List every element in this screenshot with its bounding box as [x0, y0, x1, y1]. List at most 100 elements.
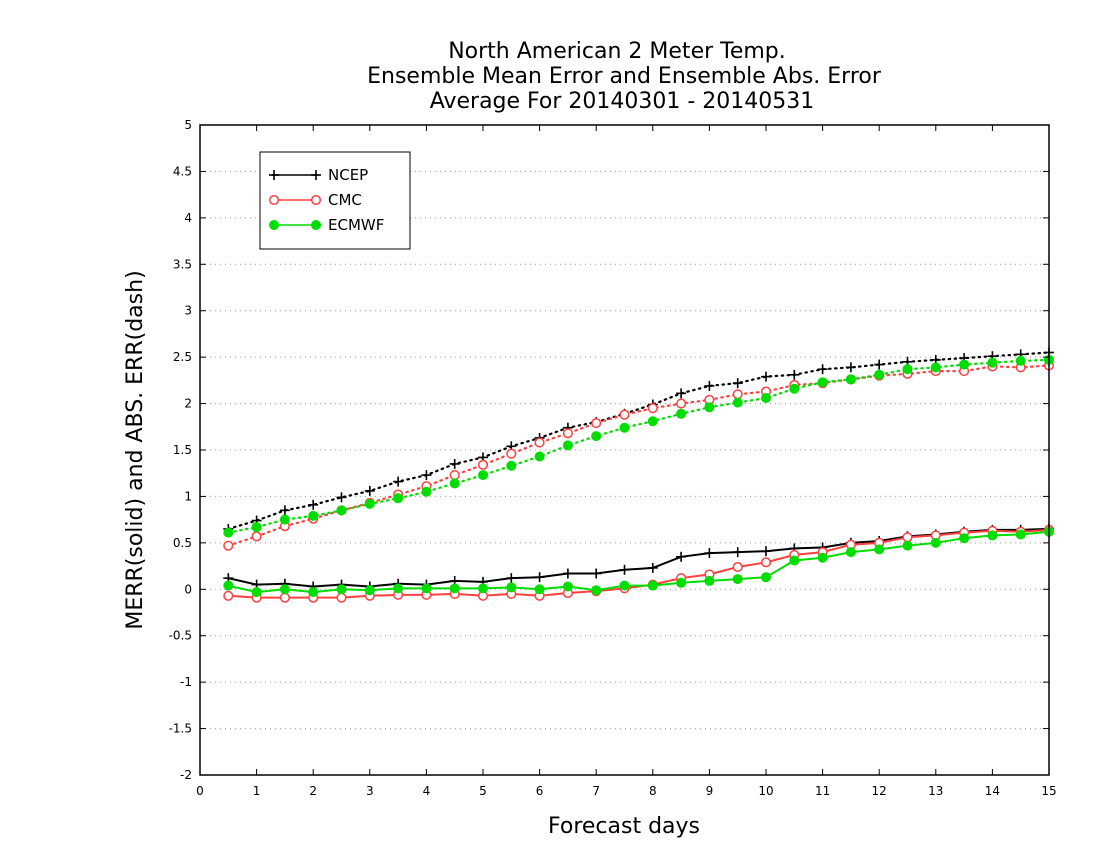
- data-point: [619, 564, 630, 575]
- x-tick-label: 7: [592, 784, 600, 798]
- data-point: [311, 170, 321, 180]
- data-point: [308, 499, 319, 510]
- data-point: [591, 585, 602, 596]
- y-tick-label: 1.5: [173, 443, 192, 457]
- x-tick-label: 4: [423, 784, 431, 798]
- data-point: [647, 403, 658, 414]
- data-point: [478, 470, 488, 481]
- x-tick-label: 6: [536, 784, 544, 798]
- data-point: [506, 448, 517, 459]
- y-axis: -2 -1.5 -1 -0.5 0 0.5 1 1.5 2 2.5 3 3.5 4 4.5 5: [169, 118, 1049, 782]
- data-point: [619, 409, 630, 420]
- data-point: [449, 470, 460, 481]
- data-point: [364, 585, 375, 596]
- data-point: [732, 574, 743, 585]
- data-point: [987, 357, 998, 368]
- x-tick-label: 12: [872, 784, 887, 798]
- data-point: [845, 362, 856, 373]
- x-tick-label: 8: [649, 784, 657, 798]
- data-point: [591, 431, 602, 442]
- data-point: [534, 572, 545, 583]
- data-point: [704, 380, 715, 391]
- data-point: [506, 582, 517, 593]
- data-point: [789, 555, 800, 566]
- data-point: [789, 369, 800, 380]
- data-point: [364, 498, 375, 509]
- y-tick-label: -2: [180, 768, 192, 782]
- data-point: [987, 530, 998, 541]
- title-line-1: North American 2 Meter Temp.: [448, 39, 786, 64]
- data-point: [534, 584, 545, 595]
- data-point: [223, 527, 234, 538]
- y-tick-label: 5: [184, 118, 192, 132]
- data-point: [704, 575, 715, 586]
- series-line: [227, 364, 1051, 547]
- data-point: [591, 418, 602, 429]
- data-point: [902, 364, 913, 375]
- data-point: [930, 362, 941, 373]
- data-point: [817, 364, 828, 375]
- data-point: [269, 170, 279, 180]
- series-line: [228, 530, 1050, 594]
- series-line: [228, 527, 1050, 588]
- y-tick-label: 2.5: [173, 350, 192, 364]
- y-tick-label: 1: [184, 489, 192, 503]
- data-point: [874, 359, 885, 370]
- data-point: [761, 546, 771, 557]
- data-point: [279, 584, 290, 595]
- data-point: [959, 359, 970, 370]
- data-point: [311, 220, 321, 230]
- data-point: [336, 592, 347, 603]
- y-tick-label: 4: [184, 211, 192, 225]
- series-cmc-abs-err: [223, 360, 1055, 551]
- y-tick-label: 4.5: [173, 164, 192, 178]
- data-point: [845, 374, 856, 385]
- data-point: [393, 583, 404, 594]
- x-tick-label: 1: [253, 784, 261, 798]
- y-tick-label: 3.5: [173, 257, 192, 271]
- y-axis-title: MERR(solid) and ABS. ERR(dash): [123, 270, 148, 629]
- data-point: [761, 393, 771, 403]
- data-point: [268, 194, 280, 206]
- data-point: [902, 540, 913, 551]
- data-point: [1015, 529, 1026, 540]
- y-tick-label: -1.5: [169, 722, 192, 736]
- x-tick-label: 14: [985, 784, 1000, 798]
- data-point: [619, 580, 630, 591]
- legend: NCEP CMC ECMWF: [259, 151, 411, 250]
- y-tick-label: -1: [180, 675, 192, 689]
- data-point: [223, 580, 234, 591]
- data-point: [421, 486, 432, 497]
- data-point: [619, 422, 630, 433]
- legend-label: CMC: [328, 191, 362, 209]
- data-point: [336, 584, 347, 595]
- legend-label: ECMWF: [328, 216, 384, 234]
- x-tick-label: 9: [706, 784, 714, 798]
- data-point: [676, 398, 687, 409]
- data-point: [308, 510, 319, 521]
- data-point: [817, 552, 828, 563]
- y-tick-label: -0.5: [169, 629, 192, 643]
- data-point: [591, 568, 602, 579]
- data-point: [251, 587, 262, 598]
- x-axis-title: Forecast days: [548, 814, 700, 839]
- x-tick-label: 13: [928, 784, 943, 798]
- data-point: [647, 562, 658, 573]
- data-point: [874, 544, 885, 555]
- data-point: [676, 551, 687, 562]
- data-point: [393, 493, 404, 504]
- data-point: [817, 377, 828, 388]
- data-point: [732, 561, 743, 573]
- x-tick-label: 0: [196, 784, 204, 798]
- data-point: [732, 389, 743, 400]
- data-point: [534, 451, 545, 462]
- data-point: [269, 220, 279, 230]
- data-point: [930, 537, 941, 548]
- x-tick-label: 5: [479, 784, 487, 798]
- x-tick-label: 2: [309, 784, 317, 798]
- data-point: [647, 580, 658, 591]
- data-point: [308, 587, 319, 598]
- series-ncep-abs-err: [223, 347, 1054, 534]
- data-point: [789, 383, 800, 394]
